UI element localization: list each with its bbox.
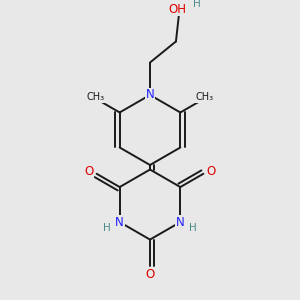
Text: N: N bbox=[146, 88, 154, 101]
Text: CH₃: CH₃ bbox=[195, 92, 213, 102]
Text: H: H bbox=[103, 223, 111, 233]
Text: O: O bbox=[146, 268, 154, 281]
Text: O: O bbox=[84, 165, 93, 178]
Text: OH: OH bbox=[169, 2, 187, 16]
Text: H: H bbox=[193, 0, 201, 9]
Text: O: O bbox=[207, 165, 216, 178]
Text: H: H bbox=[189, 223, 196, 233]
Text: N: N bbox=[115, 216, 124, 229]
Text: N: N bbox=[176, 216, 185, 229]
Text: CH₃: CH₃ bbox=[87, 92, 105, 102]
